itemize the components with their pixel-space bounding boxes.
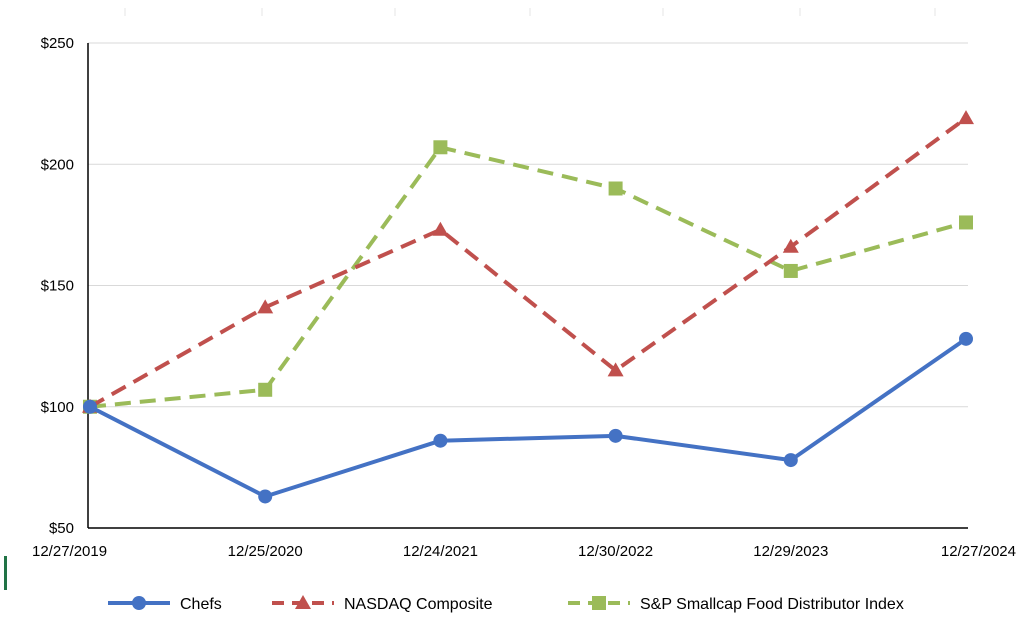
- series-line: [89, 145, 967, 409]
- x-tick-label: 12/29/2023: [753, 543, 828, 560]
- legend-marker: [132, 596, 146, 610]
- data-point: [433, 140, 448, 155]
- legend-item: Chefs: [108, 596, 222, 613]
- axes: $50 $100 $150 $200 $250 12/27/2019 12/25/2020 1…: [32, 35, 1016, 560]
- data-point: [608, 428, 623, 443]
- y-tick-label: $200: [41, 156, 74, 173]
- legend-item: S&P Smallcap Food Distributor Index: [568, 596, 904, 613]
- series-lines: [82, 110, 974, 504]
- legend-marker: [295, 595, 311, 609]
- data-point: [783, 263, 798, 278]
- x-tick-label: 12/30/2022: [578, 543, 653, 560]
- x-tick-label: 12/27/2024: [941, 543, 1016, 560]
- data-point: [608, 181, 623, 196]
- series-line: [89, 116, 968, 409]
- data-point: [783, 453, 798, 468]
- y-tick-label: $250: [41, 35, 74, 52]
- legend: Chefs NASDAQ Composite S&P Smallcap Food D…: [108, 595, 904, 613]
- y-tick-label: $100: [41, 399, 74, 416]
- data-point: [83, 399, 97, 414]
- series-nasdaq-composite: [82, 110, 974, 413]
- data-point: [258, 382, 273, 397]
- series-s-p-smallcap-food-distributor-index: [83, 140, 973, 414]
- series-chefs: [83, 331, 973, 504]
- window-edge-marker: [4, 556, 7, 590]
- data-point: [433, 433, 448, 448]
- x-tick-label: 12/27/2019: [32, 543, 107, 560]
- data-point: [959, 215, 973, 230]
- data-point: [959, 331, 973, 346]
- legend-item: NASDAQ Composite: [272, 595, 493, 613]
- data-point: [958, 110, 974, 125]
- y-tick-label: $150: [41, 278, 74, 295]
- y-tick-label: $50: [49, 520, 74, 537]
- data-point: [432, 221, 449, 236]
- gridlines: [88, 8, 968, 408]
- data-point: [258, 489, 273, 504]
- x-tick-label: 12/25/2020: [228, 543, 303, 560]
- data-point: [782, 238, 799, 253]
- legend-marker: [592, 596, 606, 610]
- legend-label: NASDAQ Composite: [344, 596, 493, 613]
- legend-label: S&P Smallcap Food Distributor Index: [640, 596, 904, 613]
- data-point: [257, 299, 274, 314]
- x-tick-label: 12/24/2021: [403, 543, 478, 560]
- data-point: [607, 362, 624, 377]
- series-line: [89, 337, 968, 499]
- legend-label: Chefs: [180, 596, 222, 613]
